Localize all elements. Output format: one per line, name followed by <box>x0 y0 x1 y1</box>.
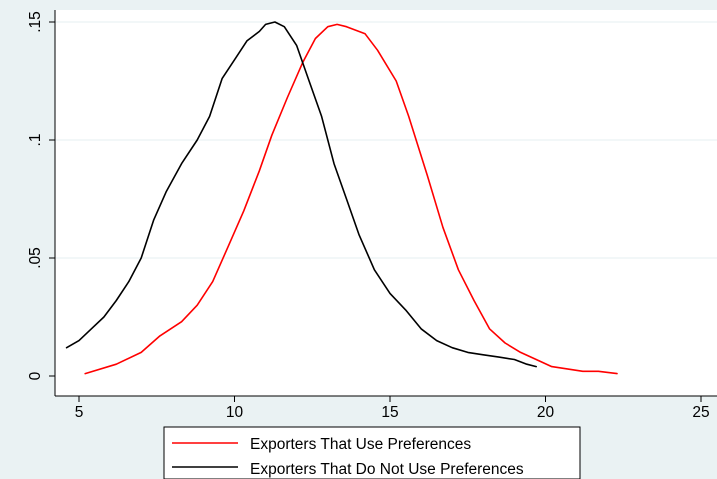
series-lines <box>65 21 618 375</box>
grid-lines <box>55 21 717 259</box>
y-tick-label: 0 <box>27 371 44 380</box>
x-tick-label: 10 <box>226 404 244 421</box>
y-tick-label: .1 <box>27 134 44 147</box>
x-tick-label: 20 <box>537 404 555 421</box>
x-axis: 5 10 15 20 25 <box>75 396 710 421</box>
legend: Exporters That Use Preferences Exporters… <box>163 426 581 479</box>
legend-box <box>163 426 581 479</box>
x-tick-label: 15 <box>381 404 398 421</box>
series-line-1 <box>65 21 538 368</box>
y-tick-label: .05 <box>27 247 44 269</box>
plot-area <box>55 10 717 396</box>
y-tick-label: .15 <box>27 11 44 33</box>
series-line-0 <box>84 23 618 375</box>
legend-label-series-1: Exporters That Do Not Use Preferences <box>250 461 524 478</box>
y-axis: 0 .05 .1 .15 <box>27 11 55 380</box>
x-tick-label: 25 <box>692 404 709 421</box>
x-tick-label: 5 <box>75 404 84 421</box>
legend-label-series-0: Exporters That Use Preferences <box>250 436 471 453</box>
